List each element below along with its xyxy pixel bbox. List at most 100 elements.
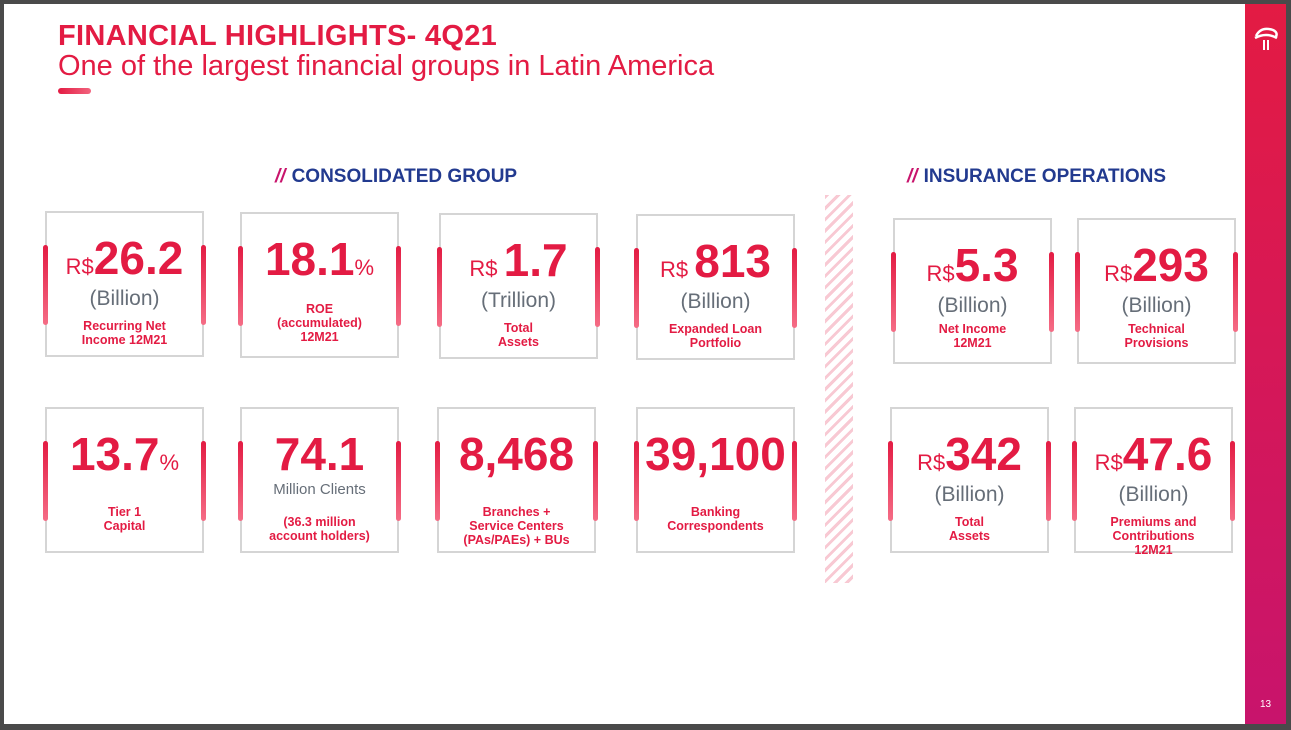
metric-label: Banking Correspondents — [638, 505, 793, 533]
accent-bar — [201, 245, 206, 325]
metric-card: R$293 (Billion) Technical Provisions — [1075, 218, 1238, 364]
value-suffix: % — [159, 450, 180, 475]
currency-prefix: R$ — [926, 261, 955, 286]
label-line: 12M21 — [300, 330, 339, 344]
currency-prefix: R$ — [65, 254, 94, 279]
bradesco-logo-icon — [1254, 27, 1278, 50]
metric-card: 18.1% ROE (accumulated) 12M21 — [238, 212, 401, 358]
accent-bar — [1233, 252, 1238, 332]
accent-bar — [201, 441, 206, 521]
currency-prefix: R$ — [1104, 261, 1133, 286]
hatched-divider — [825, 195, 853, 583]
accent-bar — [634, 441, 639, 521]
accent-bar — [634, 248, 639, 328]
accent-bar — [595, 247, 600, 327]
metric-label: Branches + Service Centers (PAs/PAEs) + BU… — [439, 505, 594, 547]
value-number: 47.6 — [1122, 428, 1213, 480]
metric-unit: (Billion) — [934, 483, 1005, 506]
accent-bar — [238, 246, 243, 326]
label-line: ROE — [305, 302, 334, 316]
value-number: 342 — [945, 428, 1022, 480]
metric-value: 18.1% — [242, 236, 397, 282]
accent-bar — [43, 441, 48, 521]
metric-card: R$5.3 (Billion) Net Income 12M21 — [891, 218, 1054, 364]
value-number: 5.3 — [954, 239, 1019, 291]
label-line: Branches + — [482, 505, 551, 519]
title-underline — [58, 88, 91, 94]
accent-bar — [396, 441, 401, 521]
accent-bar — [792, 248, 797, 328]
label-line: Technical — [1128, 322, 1185, 336]
label-line: Service Centers — [469, 519, 564, 533]
label-line: Total — [504, 321, 533, 335]
metric-label: Tier 1 Capital — [47, 505, 202, 533]
label-line: account holders) — [269, 529, 370, 543]
label-line: Net Income — [938, 322, 1007, 336]
section-title: INSURANCE OPERATIONS — [923, 166, 1167, 187]
brand-sidebar — [1245, 4, 1286, 724]
metric-unit: Million Clients — [273, 481, 366, 498]
value-number: 813 — [694, 235, 771, 287]
metric-value: 13.7% — [47, 431, 202, 477]
accent-bar — [1046, 441, 1051, 521]
label-line: Total — [955, 515, 984, 529]
metric-card: 13.7% Tier 1 Capital — [43, 407, 206, 553]
metric-card: 8,468 Branches + Service Centers (PAs/PAEs… — [435, 407, 598, 553]
metric-label: Total Assets — [441, 321, 596, 349]
metric-unit: (Billion) — [89, 287, 160, 310]
value-number: 18.1 — [264, 233, 355, 285]
value-number: 74.1 — [274, 428, 365, 480]
metric-card: R$ 1.7 (Trillion) Total Assets — [437, 213, 600, 359]
metric-label: Net Income 12M21 — [895, 322, 1050, 350]
metric-value: 74.1 — [242, 431, 397, 477]
metric-label: Expanded Loan Portfolio — [638, 322, 793, 350]
accent-bar — [792, 441, 797, 521]
label-line: (36.3 million — [283, 515, 356, 529]
slash-icon: // — [907, 166, 918, 187]
label-line: Premiums and — [1110, 515, 1197, 529]
accent-bar — [437, 247, 442, 327]
metric-card: R$47.6 (Billion) Premiums and Contributio… — [1072, 407, 1235, 557]
accent-bar — [1049, 252, 1054, 332]
label-line: Income 12M21 — [81, 333, 168, 347]
metric-unit: (Billion) — [1118, 483, 1189, 506]
slash-icon: // — [275, 166, 286, 187]
accent-bar — [43, 245, 48, 325]
section-consolidated-group: //CONSOLIDATED GROUP — [275, 166, 517, 188]
value-number: 39,100 — [645, 428, 786, 480]
metric-value: R$5.3 — [895, 242, 1050, 288]
label-line: Expanded Loan — [668, 322, 763, 336]
accent-bar — [435, 441, 440, 521]
page-subtitle: One of the largest financial groups in L… — [58, 50, 715, 82]
metric-card: 39,100 Banking Correspondents — [634, 407, 797, 553]
currency-prefix: R$ — [660, 257, 695, 282]
metric-label: Technical Provisions — [1079, 322, 1234, 350]
value-number: 293 — [1132, 239, 1209, 291]
section-insurance-operations: //INSURANCE OPERATIONS — [907, 166, 1166, 188]
metric-value: R$293 — [1079, 242, 1234, 288]
metric-card: 74.1 Million Clients (36.3 million accoun… — [238, 407, 401, 553]
label-line: (PAs/PAEs) + BUs — [463, 533, 570, 547]
section-title: CONSOLIDATED GROUP — [291, 166, 518, 187]
value-number: 8,468 — [458, 428, 575, 480]
label-line: 12M21 — [953, 336, 992, 350]
label-line: Assets — [949, 529, 990, 543]
value-suffix: % — [354, 255, 375, 280]
label-line: Capital — [103, 519, 146, 533]
metric-card: R$26.2 (Billion) Recurring Net Income 12M… — [43, 211, 206, 357]
metric-label: Recurring Net Income 12M21 — [47, 319, 202, 347]
metric-value: R$47.6 — [1076, 431, 1231, 477]
metric-card: R$342 (Billion) Total Assets — [888, 407, 1051, 553]
metric-card: R$ 813 (Billion) Expanded Loan Portfolio — [634, 214, 797, 360]
accent-bar — [888, 441, 893, 521]
metric-label: Premiums and Contributions 12M21 — [1076, 515, 1231, 557]
metric-unit: (Billion) — [937, 294, 1008, 317]
metric-unit: (Billion) — [680, 290, 751, 313]
metric-value: 8,468 — [439, 431, 594, 477]
metric-value: 39,100 — [638, 431, 793, 477]
accent-bar — [1072, 441, 1077, 521]
metric-unit: (Billion) — [1121, 294, 1192, 317]
currency-prefix: R$ — [1094, 450, 1123, 475]
label-line: Correspondents — [667, 519, 764, 533]
metric-value: R$ 813 — [638, 238, 793, 284]
